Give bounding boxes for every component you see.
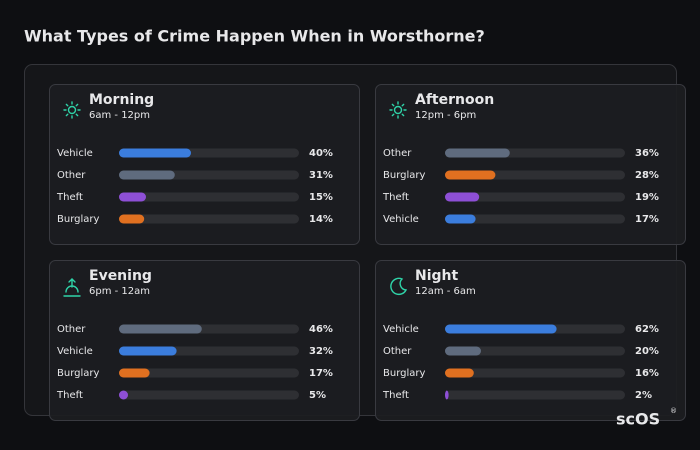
sun-ray — [65, 113, 69, 117]
card: Evening 6pm - 12am Other 46% Vehicle 32% Burgl… — [49, 260, 360, 421]
value-label: 2% — [635, 390, 652, 401]
card-background — [375, 84, 686, 245]
bar — [445, 368, 474, 378]
category-label: Burglary — [383, 170, 425, 181]
category-label: Vehicle — [383, 324, 419, 335]
bar-track — [119, 192, 299, 202]
bar-track — [119, 368, 299, 378]
card-background — [375, 260, 686, 421]
bar-track — [445, 192, 625, 202]
bar — [445, 170, 496, 180]
sunrise-icon — [63, 278, 81, 297]
value-label: 20% — [635, 346, 659, 357]
card-title: Afternoon — [415, 92, 494, 108]
sun-ray — [391, 103, 395, 107]
bar — [445, 324, 557, 334]
card-subtitle: 6am - 12pm — [89, 110, 150, 121]
category-label: Other — [383, 148, 412, 159]
value-label: 36% — [635, 148, 659, 159]
sun-ray — [401, 113, 405, 117]
card-title: Night — [415, 268, 459, 284]
logo: scOS — [616, 410, 660, 429]
page-title: What Types of Crime Happen When in Worst… — [24, 27, 485, 46]
bar — [445, 148, 510, 158]
sun-icon — [67, 105, 77, 115]
card-background — [49, 84, 360, 245]
bar — [119, 368, 150, 378]
sun-icon — [393, 105, 403, 115]
logo-mark: ® — [670, 407, 677, 415]
sun-ray — [401, 103, 405, 107]
category-label: Vehicle — [383, 214, 419, 225]
bar — [445, 390, 449, 400]
card-title: Evening — [89, 268, 152, 284]
bar — [119, 346, 177, 356]
category-label: Other — [383, 346, 412, 357]
bar-track — [445, 368, 625, 378]
bar — [445, 214, 476, 224]
category-label: Theft — [56, 192, 83, 203]
bar-track — [445, 390, 625, 400]
card: Afternoon 12pm - 6pm Other 36% Burglary 28% Th… — [375, 84, 686, 245]
card-subtitle: 12pm - 6pm — [415, 110, 476, 121]
sun-ray — [75, 103, 79, 107]
category-label: Burglary — [383, 368, 425, 379]
cards: Morning 6am - 12pm Vehicle 40% Other 31% Theft… — [49, 84, 686, 421]
category-label: Theft — [382, 192, 409, 203]
card-background — [49, 260, 360, 421]
bar — [445, 192, 480, 202]
value-label: 19% — [635, 192, 659, 203]
value-label: 5% — [309, 390, 326, 401]
card-subtitle: 6pm - 12am — [89, 286, 150, 297]
card: Night 12am - 6am Vehicle 62% Other 20% Burglar… — [375, 260, 686, 421]
category-label: Vehicle — [57, 346, 93, 357]
bar — [119, 192, 146, 202]
value-label: 17% — [309, 368, 333, 379]
bar-track — [445, 346, 625, 356]
value-label: 46% — [309, 324, 333, 335]
value-label: 14% — [309, 214, 333, 225]
moon-icon — [390, 277, 408, 296]
value-label: 31% — [309, 170, 333, 181]
card-subtitle: 12am - 6am — [415, 286, 476, 297]
value-label: 40% — [309, 148, 333, 159]
value-label: 16% — [635, 368, 659, 379]
sun-ray — [75, 113, 79, 117]
category-label: Theft — [56, 390, 83, 401]
sun-ray — [65, 103, 69, 107]
category-label: Other — [57, 324, 86, 335]
bar — [119, 148, 191, 158]
category-label: Burglary — [57, 368, 99, 379]
card-title: Morning — [89, 92, 154, 108]
card: Morning 6am - 12pm Vehicle 40% Other 31% Theft… — [49, 84, 360, 245]
value-label: 28% — [635, 170, 659, 181]
category-label: Theft — [382, 390, 409, 401]
value-label: 15% — [309, 192, 333, 203]
bar-track — [119, 214, 299, 224]
bar-track — [445, 214, 625, 224]
value-label: 32% — [309, 346, 333, 357]
bar — [119, 214, 145, 224]
bar — [119, 170, 175, 180]
bar — [445, 346, 481, 356]
category-label: Other — [57, 170, 86, 181]
value-label: 17% — [635, 214, 659, 225]
category-label: Vehicle — [57, 148, 93, 159]
value-label: 62% — [635, 324, 659, 335]
category-label: Burglary — [57, 214, 99, 225]
bar — [119, 390, 128, 400]
sun-ray — [391, 113, 395, 117]
bar — [119, 324, 202, 334]
bar-track — [119, 390, 299, 400]
